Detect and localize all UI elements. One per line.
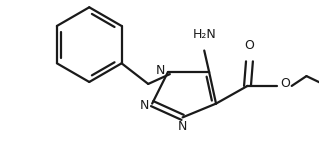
Text: N: N (178, 120, 187, 133)
Text: O: O (280, 77, 290, 90)
Text: N: N (140, 99, 149, 112)
Text: N: N (155, 64, 165, 77)
Text: H₂N: H₂N (192, 28, 216, 41)
Text: O: O (244, 40, 254, 52)
